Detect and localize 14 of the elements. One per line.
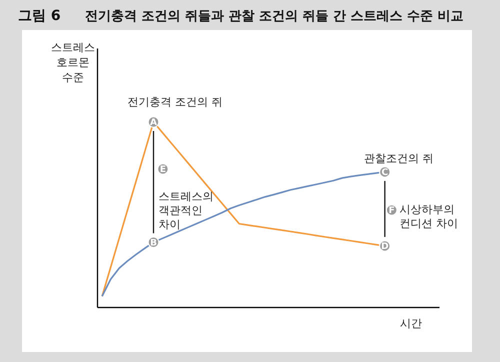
chart-title: 전기충격 조건의 쥐들과 관찰 조건의 쥐들 간 스트레스 수준 비교: [85, 8, 464, 25]
text: 전기충격 조건의 쥐: [127, 96, 222, 109]
annotation: 관찰조건의 쥐: [364, 152, 434, 165]
annotation: B: [150, 238, 158, 248]
annotation: D: [381, 242, 389, 252]
x-axis-title: 시간: [400, 316, 422, 331]
y-axis-title: 스트레스 호르몬 수준: [50, 40, 96, 85]
annotation: C: [382, 168, 389, 178]
annotation: F: [388, 206, 395, 216]
annotation: E: [160, 164, 166, 175]
annotation: A: [150, 118, 158, 128]
annotation: 스트레스의 객관적인 차이: [158, 190, 214, 231]
text: 시상하부의 컨디션 차이: [399, 203, 458, 230]
caption: 그림 6: [17, 7, 62, 26]
